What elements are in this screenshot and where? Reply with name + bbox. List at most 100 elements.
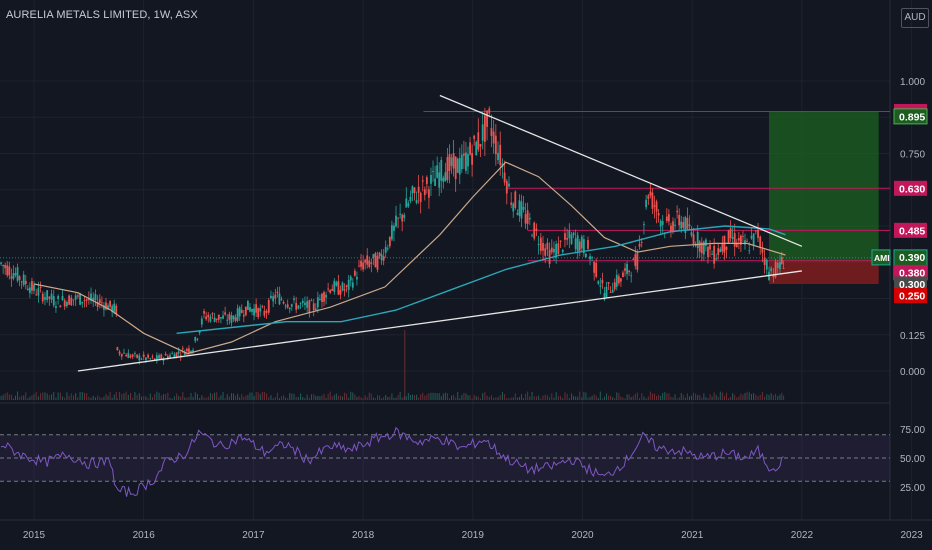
candle-body xyxy=(44,297,46,300)
volume-bar xyxy=(319,396,321,400)
candle-body xyxy=(528,217,531,220)
volume-bar xyxy=(750,393,752,400)
candle-body xyxy=(409,196,412,202)
volume-bar xyxy=(226,394,228,400)
volume-bar xyxy=(121,393,123,400)
candle-body xyxy=(297,305,300,309)
candle-body xyxy=(405,198,408,208)
volume-bar xyxy=(116,398,118,400)
volume-bar xyxy=(311,394,313,400)
tag-box xyxy=(894,276,927,292)
volume-bar xyxy=(86,393,88,400)
candle-body xyxy=(284,305,287,307)
volume-bar xyxy=(184,397,186,400)
candle-body xyxy=(624,268,626,271)
candle-body xyxy=(90,293,92,301)
candle-body xyxy=(175,352,178,358)
price-tag: 0.250 xyxy=(894,288,927,304)
candle-body xyxy=(492,131,495,144)
volume-bar xyxy=(94,397,96,400)
candle-body xyxy=(638,243,641,247)
candle-body xyxy=(636,252,639,270)
volume-bar xyxy=(35,391,37,400)
candle-body xyxy=(255,304,258,313)
volume-bar xyxy=(329,391,331,400)
candle-body xyxy=(763,257,766,265)
volume-bar xyxy=(111,397,113,400)
volume-bar xyxy=(461,395,463,400)
price-tick-label: 0.750 xyxy=(900,150,925,161)
volume-bar xyxy=(707,398,709,400)
volume-bar xyxy=(53,391,55,400)
volume-bar xyxy=(549,397,551,400)
candle-body xyxy=(179,355,182,357)
volume-bar xyxy=(688,396,690,400)
volume-bar xyxy=(274,397,276,400)
volume-bar xyxy=(407,392,409,400)
candle-body xyxy=(622,272,624,278)
volume-bar xyxy=(211,394,213,400)
volume-bar xyxy=(287,398,289,400)
tag-value: 0.390 xyxy=(899,252,925,264)
volume-bar xyxy=(92,395,94,400)
candle-body xyxy=(550,247,553,253)
candle-body xyxy=(613,282,616,290)
volume-bar xyxy=(4,393,6,400)
volume-bar xyxy=(428,393,430,400)
volume-bar xyxy=(577,396,579,400)
candle-body xyxy=(674,224,676,226)
currency-button[interactable]: AUD xyxy=(901,8,929,28)
candle-body xyxy=(651,192,654,209)
candle-body xyxy=(553,248,555,253)
volume-bar xyxy=(422,392,424,400)
volume-bar xyxy=(31,395,33,400)
time-tick-label: 2017 xyxy=(242,530,265,541)
volume-bar xyxy=(653,393,655,400)
candle-body xyxy=(272,296,275,302)
volume-bar xyxy=(420,394,422,400)
candle-body xyxy=(347,279,350,290)
volume-bar xyxy=(486,395,488,400)
candle-body xyxy=(388,236,391,247)
tag-box xyxy=(894,288,927,304)
volume-bar xyxy=(553,397,555,400)
candle-body xyxy=(535,228,538,231)
volume-bar xyxy=(115,391,117,400)
candle-body xyxy=(22,274,25,285)
volume-bar xyxy=(201,395,203,400)
volume-bar xyxy=(488,396,490,400)
volume-bar xyxy=(614,398,616,400)
volume-bar xyxy=(571,393,573,400)
candle-body xyxy=(725,246,728,250)
symbol-tag xyxy=(871,249,891,266)
candle-body xyxy=(18,276,21,280)
volume-bar xyxy=(411,394,413,400)
volume-bar xyxy=(448,398,450,400)
candle-body xyxy=(649,191,652,196)
volume-bar xyxy=(467,395,469,400)
volume-bar xyxy=(278,398,280,400)
candle-body xyxy=(378,252,381,257)
volume-bar xyxy=(70,393,72,400)
candle-body xyxy=(524,213,527,224)
candle-body xyxy=(432,170,434,172)
volume-bar xyxy=(501,391,503,400)
candle-body xyxy=(240,309,243,313)
volume-bar xyxy=(12,398,14,400)
candle-body xyxy=(301,300,304,303)
volume-bar xyxy=(372,397,374,400)
symbol-tag-label: AMI xyxy=(874,253,890,263)
candle-body xyxy=(105,302,107,310)
volume-bar xyxy=(293,393,295,400)
volume-bar xyxy=(766,394,768,400)
volume-bar xyxy=(605,393,607,400)
candle-body xyxy=(185,348,188,352)
volume-bar xyxy=(119,392,121,400)
candle-body xyxy=(744,240,746,245)
volume-bar xyxy=(560,395,562,400)
volume-bar xyxy=(471,398,473,400)
time-tick-label: 2016 xyxy=(133,530,156,541)
volume-bar xyxy=(261,392,263,400)
volume-bar xyxy=(529,396,531,400)
